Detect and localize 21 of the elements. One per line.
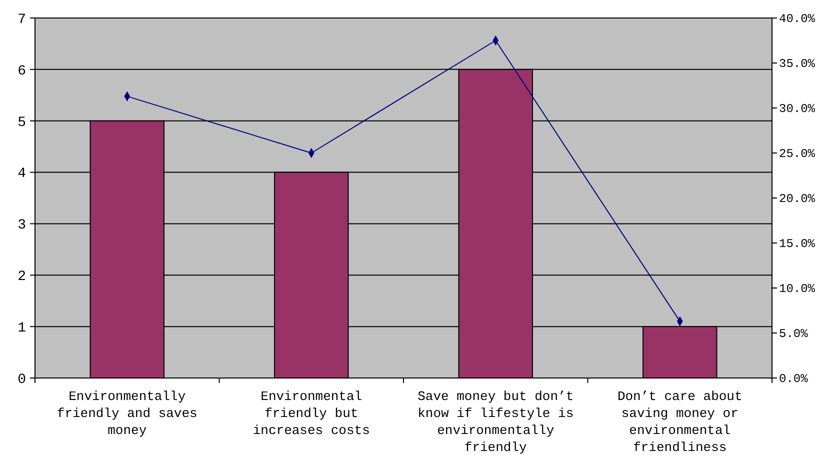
x-tick-label: Environmentally friendly and saves money bbox=[56, 389, 198, 438]
y2-tick-label: 20.0% bbox=[779, 192, 816, 206]
y-tick-label: 5 bbox=[18, 114, 26, 131]
x-tick-label: Don’t care about saving money or environmental friendliness bbox=[617, 389, 742, 455]
y-tick-label: 2 bbox=[18, 269, 26, 286]
y2-tick-label: 15.0% bbox=[779, 237, 816, 252]
x-tick-label: Save money but don’t know if lifestyle is environmentally friendly bbox=[418, 389, 574, 455]
y2-tick-label: 35.0% bbox=[779, 57, 816, 72]
x-tick-label: Environmental friendly but increases costs bbox=[252, 389, 370, 438]
y2-tick-label: 40.0% bbox=[779, 12, 816, 26]
y2-tick-label: 0.0% bbox=[779, 372, 809, 386]
y2-tick-label: 5.0% bbox=[779, 327, 809, 342]
y-tick-label: 3 bbox=[18, 218, 26, 234]
y-tick-label: 6 bbox=[18, 63, 26, 80]
y-tick-label: 0 bbox=[18, 372, 26, 388]
y-tick-label: 4 bbox=[18, 166, 26, 182]
y2-tick-label: 30.0% bbox=[779, 102, 816, 116]
y-tick-label: 1 bbox=[18, 320, 26, 336]
y-tick-label: 7 bbox=[18, 12, 26, 28]
y2-tick-label: 25.0% bbox=[779, 147, 816, 162]
y2-tick-label: 10.0% bbox=[779, 282, 816, 296]
